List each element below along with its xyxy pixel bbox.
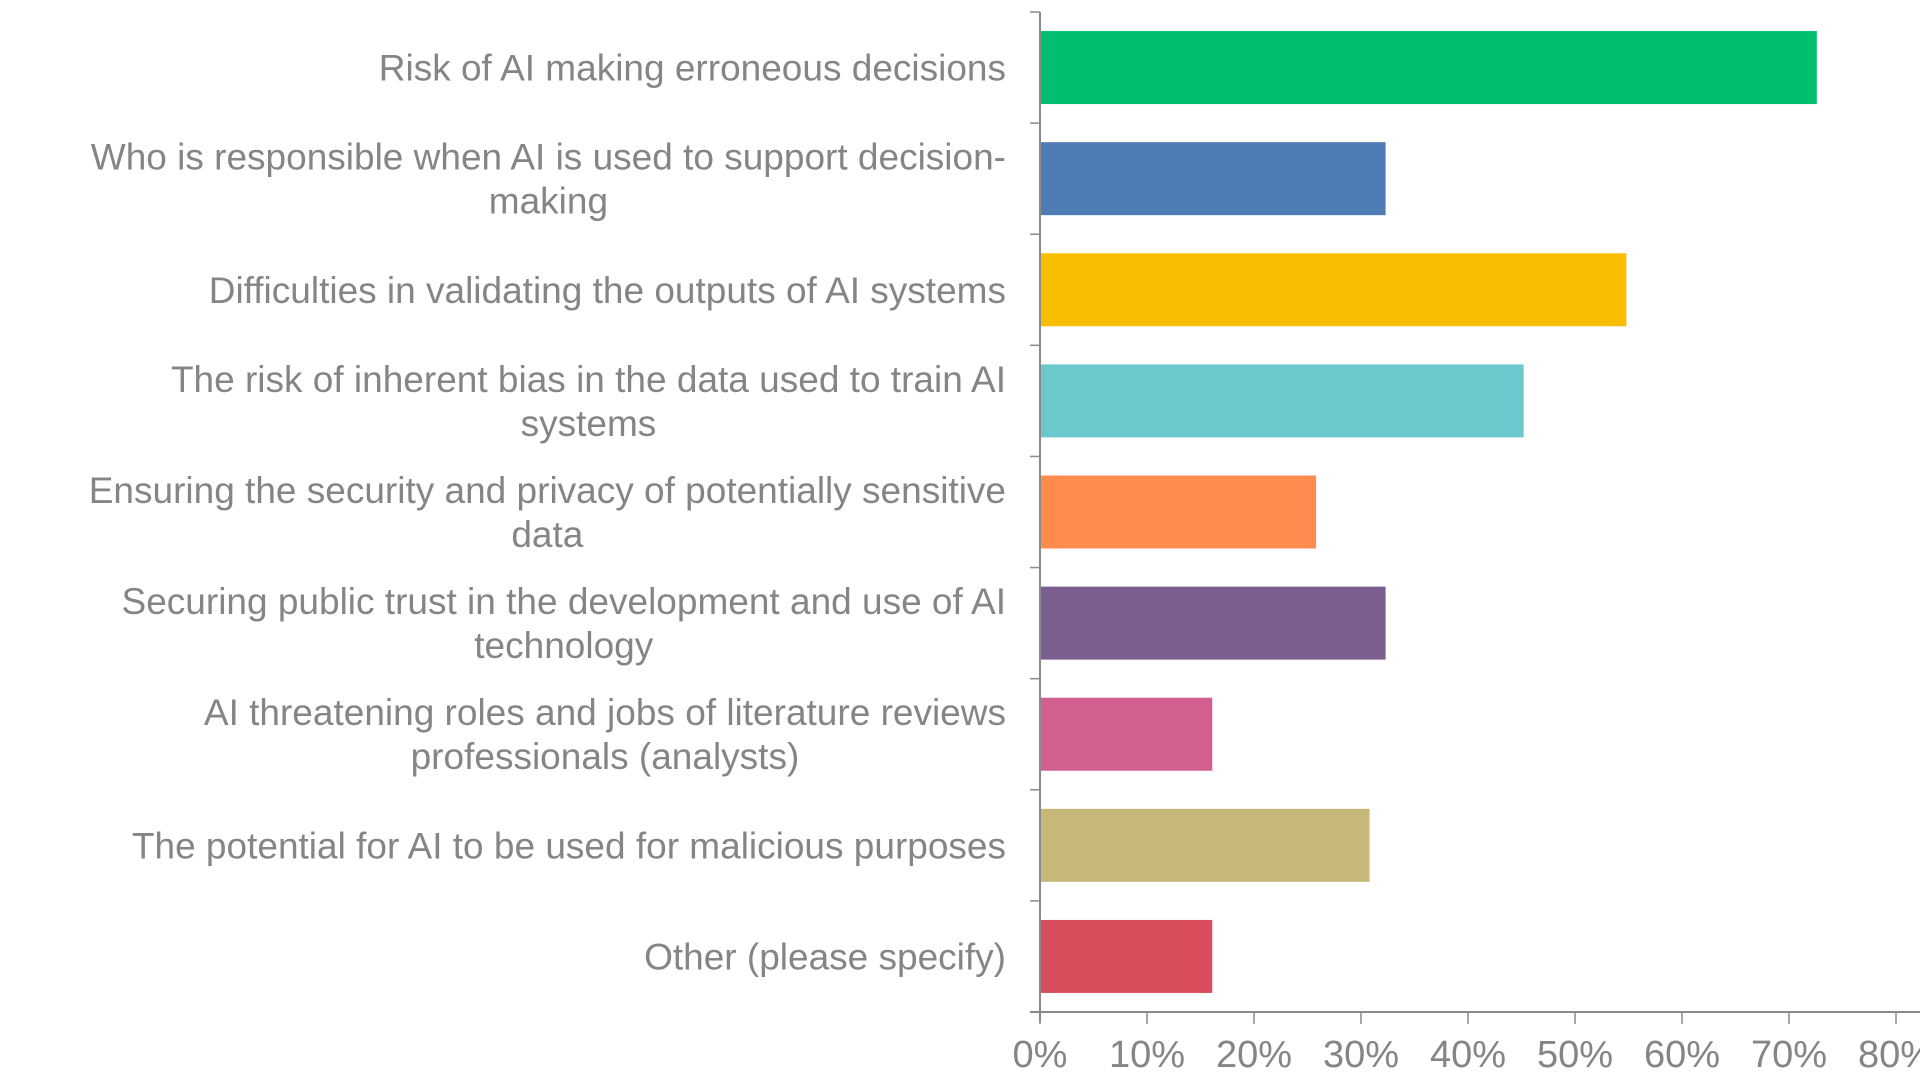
category-label-line: systems <box>521 403 657 444</box>
category-label-line: data <box>511 514 583 555</box>
x-tick-label: 70% <box>1751 1034 1827 1076</box>
category-label: Ensuring the security and privacy of pot… <box>89 470 1006 555</box>
category-label: Difficulties in validating the outputs o… <box>209 270 1006 311</box>
x-tick-label: 40% <box>1430 1034 1506 1076</box>
category-label: AI threatening roles and jobs of literat… <box>204 692 1006 777</box>
bar <box>1040 31 1817 105</box>
bar <box>1040 586 1386 660</box>
x-tick-label: 80% <box>1858 1034 1920 1076</box>
category-label: Other (please specify) <box>644 936 1006 977</box>
category-label: Risk of AI making erroneous decisions <box>379 48 1006 89</box>
x-tick-label: 60% <box>1644 1034 1720 1076</box>
category-label-line: Who is responsible when AI is used to su… <box>91 137 1006 178</box>
category-label-line: AI threatening roles and jobs of literat… <box>204 692 1006 733</box>
category-label-line: Difficulties in validating the outputs o… <box>209 270 1006 311</box>
x-tick-label: 10% <box>1109 1034 1185 1076</box>
bar <box>1040 919 1213 993</box>
category-label-line: technology <box>474 625 653 666</box>
bar <box>1040 253 1627 327</box>
category-label-line: Risk of AI making erroneous decisions <box>379 48 1006 89</box>
bar <box>1040 808 1370 882</box>
category-label: Who is responsible when AI is used to su… <box>91 137 1006 222</box>
category-label: The potential for AI to be used for mali… <box>132 825 1006 866</box>
bar <box>1040 697 1213 771</box>
category-label-line: Other (please specify) <box>644 936 1006 977</box>
bar <box>1040 142 1386 216</box>
bar <box>1040 364 1524 438</box>
x-tick-label: 0% <box>1013 1034 1068 1076</box>
bar <box>1040 475 1317 549</box>
x-tick-label: 30% <box>1323 1034 1399 1076</box>
category-label-line: professionals (analysts) <box>411 736 800 777</box>
category-label-line: The potential for AI to be used for mali… <box>132 825 1006 866</box>
category-label: Securing public trust in the development… <box>122 581 1006 666</box>
category-label-line: Ensuring the security and privacy of pot… <box>89 470 1006 511</box>
category-label-line: The risk of inherent bias in the data us… <box>171 359 1006 400</box>
category-label-line: making <box>489 181 608 222</box>
category-label: The risk of inherent bias in the data us… <box>171 359 1006 444</box>
category-label-line: Securing public trust in the development… <box>122 581 1006 622</box>
x-tick-label: 50% <box>1537 1034 1613 1076</box>
x-tick-label: 20% <box>1216 1034 1292 1076</box>
